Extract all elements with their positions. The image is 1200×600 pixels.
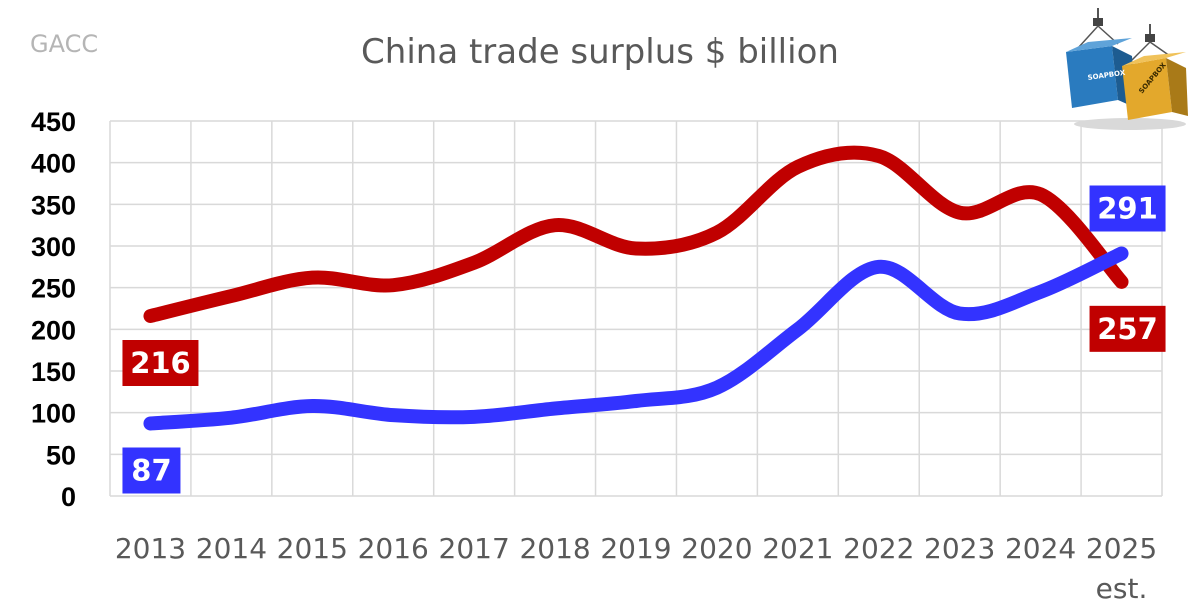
y-tick-label-8: 400	[31, 149, 76, 179]
y-tick-label-0: 0	[61, 482, 76, 512]
y-tick-label-6: 300	[31, 232, 76, 262]
x-tick-label-2023: 2023	[924, 532, 995, 565]
x-tick-label-2016: 2016	[358, 532, 429, 565]
data-label-box	[1089, 305, 1166, 352]
y-tick-label-2: 100	[31, 399, 76, 429]
data-label-text: 291	[1097, 192, 1158, 226]
x-axis-ticks: 2013 2014 2015 2016 2017 2018 2019 2020 2021 2022…	[115, 532, 1157, 600]
data-label-text: 216	[130, 346, 191, 380]
y-tick-label-7: 350	[31, 190, 76, 220]
x-tick-label-2022: 2022	[843, 532, 914, 565]
x-tick-label-2020: 2020	[681, 532, 752, 565]
y-tick-label-3: 150	[31, 357, 76, 387]
data-label-s0-1: 257	[1089, 305, 1166, 352]
x-tick-sublabel-2025: est.	[1096, 572, 1148, 600]
data-label-box	[122, 447, 181, 494]
x-tick-label-2021: 2021	[762, 532, 833, 565]
series-line-0	[143, 145, 1129, 323]
series-lines	[143, 145, 1129, 431]
x-tick-label-2024: 2024	[1005, 532, 1076, 565]
y-tick-label-5: 250	[31, 274, 76, 304]
x-tick-label-2025: 2025	[1086, 532, 1157, 565]
y-tick-label-9: 450	[31, 107, 76, 137]
data-label-s1-0: 87	[122, 447, 181, 494]
data-label-s1-1: 291	[1089, 185, 1166, 232]
x-tick-label-2017: 2017	[439, 532, 510, 565]
x-tick-label-2019: 2019	[600, 532, 671, 565]
data-labels: 216 257 87 291	[122, 185, 1166, 494]
data-label-box	[1089, 185, 1166, 232]
series-line-1	[143, 246, 1129, 431]
y-tick-label-4: 200	[31, 315, 76, 345]
x-tick-label-2018: 2018	[519, 532, 590, 565]
chart-title: China trade surplus $ billion	[361, 32, 839, 72]
x-tick-label-2013: 2013	[115, 532, 186, 565]
x-tick-label-2015: 2015	[277, 532, 348, 565]
source-label: GACC	[30, 30, 99, 58]
y-tick-label-1: 50	[46, 440, 76, 470]
data-label-box	[122, 340, 199, 386]
soapbox-logo-icon: SOAPBOX SOAPBOX	[1066, 8, 1188, 130]
data-label-text: 87	[131, 454, 171, 488]
data-label-s0-0: 216	[122, 340, 199, 386]
data-label-text: 257	[1097, 312, 1158, 346]
y-axis-ticks: 0 50 100 150 200 250 300 350 400 450	[31, 107, 76, 512]
x-tick-label-2014: 2014	[196, 532, 267, 565]
